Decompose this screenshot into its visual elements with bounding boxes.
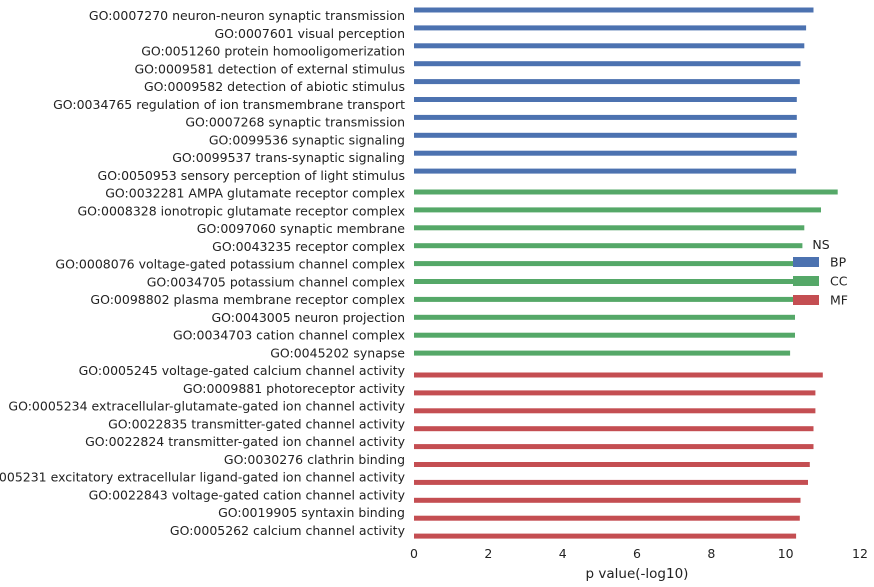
bar-cc-5 xyxy=(414,261,797,267)
category-label: GO:0007268 synaptic transmission xyxy=(185,115,405,130)
bar-mf-7 xyxy=(414,479,808,485)
bar-cc-4 xyxy=(414,243,803,249)
legend-label-bp: BP xyxy=(830,255,847,270)
category-label: GO:0097060 synaptic membrane xyxy=(197,221,406,236)
bar-cc-3 xyxy=(414,225,805,231)
category-label: GO:0099536 synaptic signaling xyxy=(209,132,405,147)
legend-swatch-cc xyxy=(793,276,819,286)
bar-bp-3 xyxy=(414,43,805,49)
bars-group xyxy=(414,7,838,539)
bar-bp-10 xyxy=(414,168,797,174)
category-label: GO:0009581 detection of external stimulu… xyxy=(135,61,406,76)
category-label: GO:0045202 synapse xyxy=(270,345,405,360)
category-label: GO:0034705 potassium channel complex xyxy=(147,274,405,289)
bar-cc-8 xyxy=(414,314,795,320)
category-label: GO:0034765 regulation of ion transmembra… xyxy=(53,97,405,112)
category-label: GO:0051260 protein homooligomerization xyxy=(141,44,405,59)
x-axis: 0 2 4 6 8 10 12 xyxy=(410,546,868,561)
bar-cc-10 xyxy=(414,350,791,356)
category-label: GO:0009582 detection of abiotic stimulus xyxy=(144,79,405,94)
bar-cc-2 xyxy=(414,207,821,213)
x-tick-label: 6 xyxy=(633,546,641,561)
x-tick-label: 4 xyxy=(559,546,567,561)
bar-cc-6 xyxy=(414,279,797,284)
bar-bp-4 xyxy=(414,61,801,67)
bar-mf-2 xyxy=(414,390,816,396)
category-label: GO:0099537 trans-synaptic signaling xyxy=(172,150,405,165)
legend-swatch-bp xyxy=(793,257,819,267)
category-label: GO:0043005 neuron projection xyxy=(211,310,405,325)
bar-mf-10 xyxy=(414,533,797,539)
category-label: GO:0032281 AMPA glutamate receptor compl… xyxy=(105,186,405,201)
category-label: GO:0009881 photoreceptor activity xyxy=(183,381,406,396)
x-tick-label: 2 xyxy=(484,546,492,561)
bar-bp-1 xyxy=(414,7,814,13)
legend-label-cc: CC xyxy=(830,274,848,289)
category-label: GO:0098802 plasma membrane receptor comp… xyxy=(90,292,405,307)
bar-cc-9 xyxy=(414,332,795,338)
bar-mf-3 xyxy=(414,408,816,414)
category-label: GO:0008076 voltage-gated potassium chann… xyxy=(55,257,405,272)
category-labels-group: GO:0007270 neuron-neuron synaptic transm… xyxy=(0,8,406,538)
category-label: GO:0005234 extracellular-glutamate-gated… xyxy=(8,399,405,414)
category-label: GO:0043235 receptor complex xyxy=(212,239,405,254)
category-label: GO:0007270 neuron-neuron synaptic transm… xyxy=(89,8,405,23)
bar-bp-8 xyxy=(414,132,797,138)
bar-mf-5 xyxy=(414,444,814,450)
category-label: GO:0034703 cation channel complex xyxy=(173,328,405,343)
category-label: GO:0005262 calcium channel activity xyxy=(170,523,406,538)
category-label: GO:0050953 sensory perception of light s… xyxy=(98,168,405,183)
category-label: GO:0007601 visual perception xyxy=(214,26,405,41)
bar-bp-2 xyxy=(414,25,807,31)
x-axis-label: p value(-log10) xyxy=(586,566,689,582)
category-label: GO:0005245 voltage-gated calcium channel… xyxy=(79,363,406,378)
x-tick-label: 10 xyxy=(778,546,794,561)
bar-mf-4 xyxy=(414,426,814,432)
category-label: GO:0022824 transmitter-gated ion channel… xyxy=(85,434,406,449)
bar-bp-7 xyxy=(414,114,797,120)
bar-mf-9 xyxy=(414,515,800,521)
category-label: GO:0022843 voltage-gated cation channel … xyxy=(89,487,406,502)
legend-title: NS xyxy=(812,237,829,252)
bar-bp-9 xyxy=(414,150,797,156)
category-label: GO:0005231 excitatory extracellular liga… xyxy=(0,470,406,485)
legend-swatch-mf xyxy=(793,295,819,305)
bar-bp-5 xyxy=(414,79,800,85)
bar-mf-6 xyxy=(414,462,810,467)
bar-bp-6 xyxy=(414,97,797,102)
legend-label-mf: MF xyxy=(830,293,848,308)
category-label: GO:0030276 clathrin binding xyxy=(224,452,405,467)
category-label: GO:0008328 ionotropic glutamate receptor… xyxy=(78,203,406,218)
bar-mf-8 xyxy=(414,497,801,503)
x-tick-label: 8 xyxy=(707,546,715,561)
bar-cc-7 xyxy=(414,296,797,302)
bar-mf-1 xyxy=(414,372,823,378)
category-label: GO:0022835 transmitter-gated channel act… xyxy=(108,416,405,431)
x-tick-label: 12 xyxy=(852,546,868,561)
x-tick-label: 0 xyxy=(410,546,418,561)
bar-cc-1 xyxy=(414,189,838,195)
category-label: GO:0019905 syntaxin binding xyxy=(218,505,405,520)
